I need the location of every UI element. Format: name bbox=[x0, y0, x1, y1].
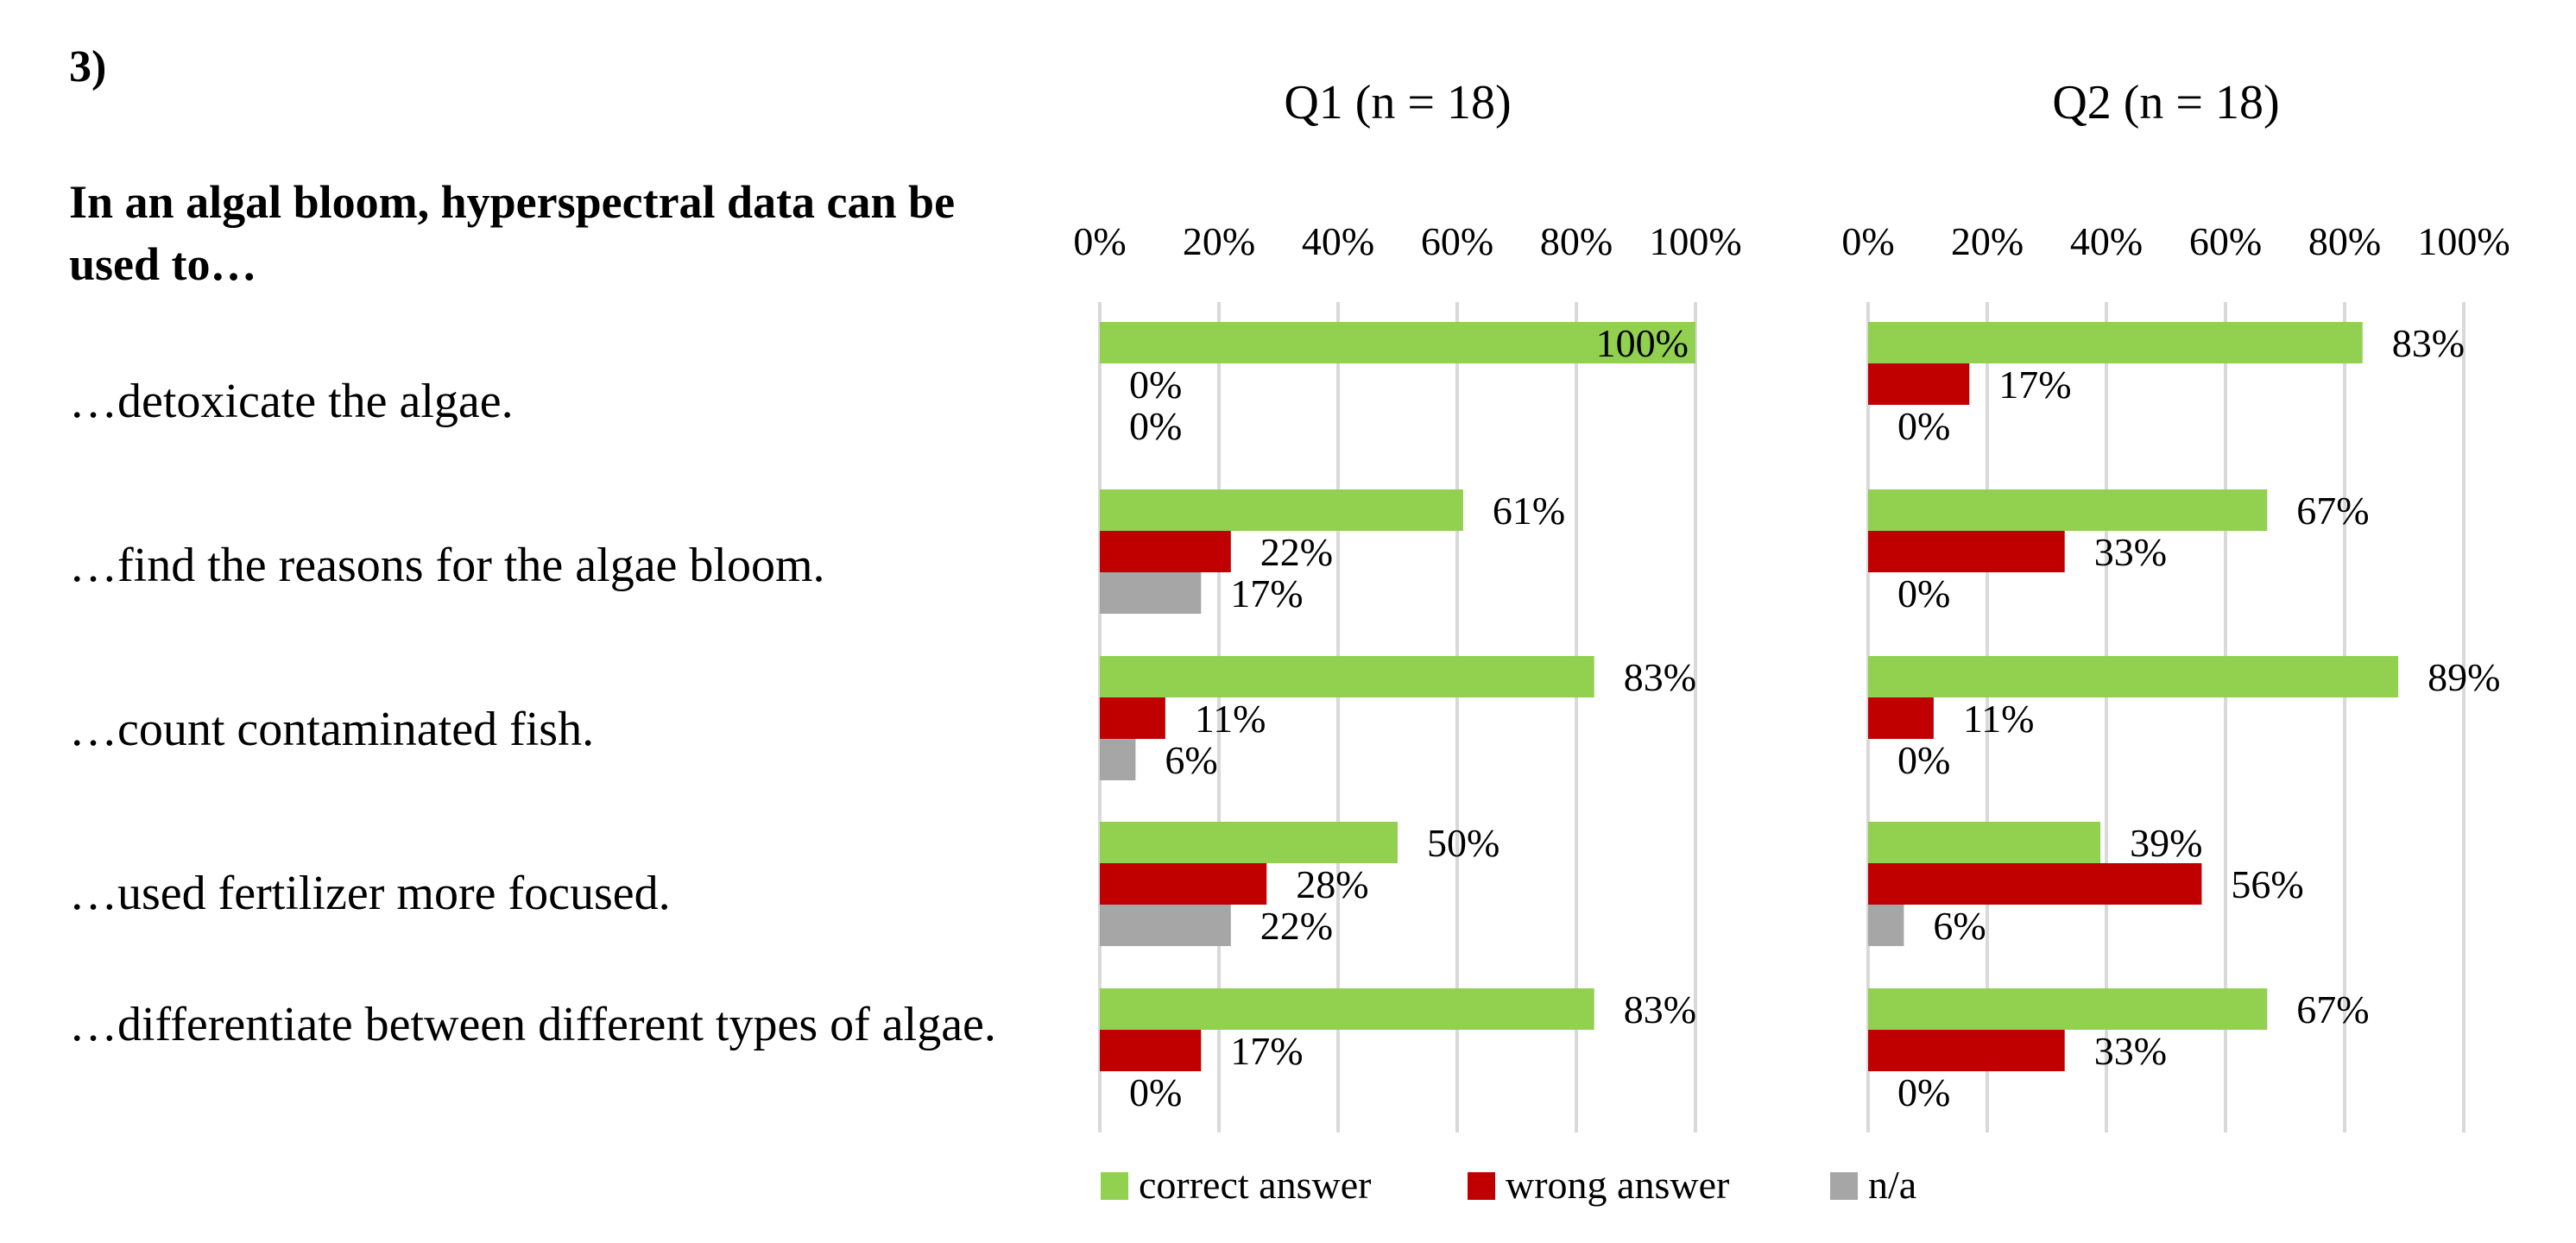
q2-data-label: 56% bbox=[2231, 862, 2303, 906]
q1-bar-correct-answer bbox=[1100, 988, 1594, 1030]
q2-bar-wrong-answer bbox=[1868, 697, 1934, 739]
q2-tick-label: 60% bbox=[2189, 219, 2262, 263]
q2-bar-n-a bbox=[1868, 905, 1904, 946]
q2-data-label: 83% bbox=[2392, 321, 2465, 365]
q2-data-label: 0% bbox=[1897, 1070, 1950, 1114]
q2-bar-correct-answer bbox=[1868, 489, 2268, 531]
legend-swatch bbox=[1468, 1172, 1495, 1200]
legend-label: correct answer bbox=[1139, 1163, 1371, 1207]
answer-option-4: …used fertilizer more focused. bbox=[69, 867, 671, 920]
answer-option-3: …count contaminated fish. bbox=[69, 703, 595, 756]
question-stem: In an algal bloom, hyperspectral data ca… bbox=[69, 176, 956, 290]
q2-data-label: 17% bbox=[1998, 363, 2071, 407]
q1-bar-n-a bbox=[1100, 739, 1136, 780]
answer-option-5: …differentiate between different types o… bbox=[69, 998, 996, 1051]
q2-data-label: 33% bbox=[2094, 530, 2167, 574]
q1-bar-correct-answer bbox=[1100, 322, 1695, 363]
q2-data-label: 39% bbox=[2130, 821, 2202, 865]
legend-label: wrong answer bbox=[1506, 1163, 1729, 1207]
q1-bar-correct-answer bbox=[1100, 656, 1594, 697]
q2-tick-label: 40% bbox=[2070, 219, 2143, 263]
q2-tick-label: 0% bbox=[1841, 219, 1894, 263]
q1-bar-correct-answer bbox=[1100, 489, 1463, 531]
legend-label: n/a bbox=[1868, 1163, 1916, 1207]
q2-bar-wrong-answer bbox=[1868, 363, 1970, 405]
q1-bar-wrong-answer bbox=[1100, 531, 1231, 572]
answer-option-2: …find the reasons for the algae bloom. bbox=[69, 539, 825, 592]
q1-tick-label: 0% bbox=[1073, 219, 1126, 263]
q2-bar-correct-answer bbox=[1868, 656, 2399, 697]
answer-option-1: …detoxicate the algae. bbox=[69, 375, 514, 428]
q1-panel-title: Q1 (n = 18) bbox=[1284, 76, 1511, 129]
q2-data-label: 33% bbox=[2094, 1029, 2167, 1073]
q1-data-label: 100% bbox=[1596, 321, 1689, 365]
q1-data-label: 11% bbox=[1195, 697, 1266, 741]
q1-data-label: 22% bbox=[1260, 530, 1333, 574]
q2-bar-correct-answer bbox=[1868, 988, 2268, 1030]
question-number: 3) bbox=[69, 42, 107, 91]
q1-bar-n-a bbox=[1100, 905, 1231, 946]
q2-data-label: 11% bbox=[1963, 697, 2035, 741]
q1-tick-label: 40% bbox=[1302, 219, 1374, 263]
q1-data-label: 0% bbox=[1129, 1070, 1182, 1114]
q1-tick-label: 60% bbox=[1421, 219, 1493, 263]
q1-bar-wrong-answer bbox=[1100, 697, 1165, 739]
q1-data-label: 17% bbox=[1230, 571, 1303, 615]
q1-data-label: 50% bbox=[1427, 821, 1500, 865]
q2-tick-label: 100% bbox=[2417, 219, 2510, 263]
q1-data-label: 83% bbox=[1624, 987, 1696, 1032]
q1-tick-label: 20% bbox=[1183, 219, 1255, 263]
q2-data-label: 67% bbox=[2296, 987, 2369, 1032]
q2-data-label: 0% bbox=[1897, 571, 1950, 615]
q1-data-label: 22% bbox=[1260, 904, 1333, 948]
q2-data-label: 89% bbox=[2428, 655, 2500, 699]
q1-data-label: 83% bbox=[1624, 655, 1696, 699]
q2-bar-wrong-answer bbox=[1868, 1030, 2065, 1071]
q1-tick-label: 80% bbox=[1540, 219, 1613, 263]
q2-tick-label: 80% bbox=[2308, 219, 2381, 263]
q1-tick-label: 100% bbox=[1649, 219, 1741, 263]
q2-bar-correct-answer bbox=[1868, 322, 2363, 363]
q1-bar-correct-answer bbox=[1100, 822, 1398, 863]
q2-tick-label: 20% bbox=[1951, 219, 2024, 263]
legend-swatch bbox=[1101, 1172, 1128, 1200]
q2-data-label: 0% bbox=[1897, 738, 1950, 782]
q1-data-label: 0% bbox=[1129, 363, 1182, 407]
q2-bar-wrong-answer bbox=[1868, 863, 2202, 905]
q1-data-label: 28% bbox=[1296, 862, 1368, 906]
q1-data-label: 0% bbox=[1129, 404, 1182, 448]
q2-panel-title: Q2 (n = 18) bbox=[2052, 76, 2279, 129]
q2-bar-wrong-answer bbox=[1868, 531, 2065, 572]
q1-data-label: 17% bbox=[1230, 1029, 1303, 1073]
q1-data-label: 61% bbox=[1493, 489, 1565, 533]
q2-data-label: 0% bbox=[1897, 404, 1950, 448]
legend-swatch bbox=[1830, 1172, 1858, 1200]
q2-data-label: 6% bbox=[1933, 904, 1986, 948]
q1-bar-wrong-answer bbox=[1100, 1030, 1202, 1071]
q1-bar-wrong-answer bbox=[1100, 863, 1267, 905]
q2-data-label: 67% bbox=[2296, 489, 2369, 533]
q1-bar-n-a bbox=[1100, 572, 1202, 614]
q2-bar-correct-answer bbox=[1868, 822, 2101, 863]
q1-data-label: 6% bbox=[1165, 738, 1217, 782]
